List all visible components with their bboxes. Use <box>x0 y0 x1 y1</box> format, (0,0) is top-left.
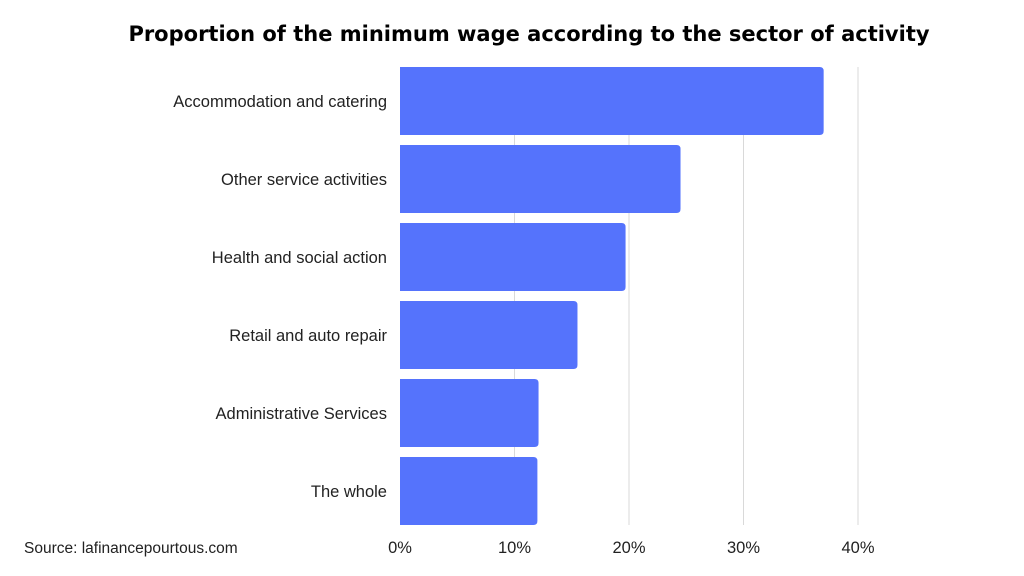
bar <box>400 145 681 213</box>
x-tick-label: 20% <box>612 539 645 557</box>
category-label: The whole <box>311 483 387 501</box>
x-tick-label: 10% <box>498 539 531 557</box>
bar <box>400 67 824 135</box>
bar <box>400 457 538 525</box>
x-tick-label: 30% <box>727 539 760 557</box>
bar <box>400 379 539 447</box>
chart-title: Proportion of the minimum wage according… <box>128 22 929 46</box>
source-note: Source: lafinancepourtous.com <box>24 540 238 557</box>
category-label: Administrative Services <box>216 405 387 423</box>
bar <box>400 223 626 291</box>
category-label: Accommodation and catering <box>173 93 387 111</box>
bar <box>400 301 578 369</box>
x-tick-label: 40% <box>841 539 874 557</box>
bars <box>400 67 824 525</box>
x-tick-label: 0% <box>388 539 412 557</box>
category-label: Other service activities <box>221 171 387 189</box>
category-labels: Accommodation and catering Other service … <box>173 93 387 501</box>
x-axis-tick-labels: 0% 10% 20% 30% 40% <box>388 539 875 557</box>
category-label: Health and social action <box>212 249 387 267</box>
gridlines <box>514 67 859 525</box>
category-label: Retail and auto repair <box>229 327 387 345</box>
